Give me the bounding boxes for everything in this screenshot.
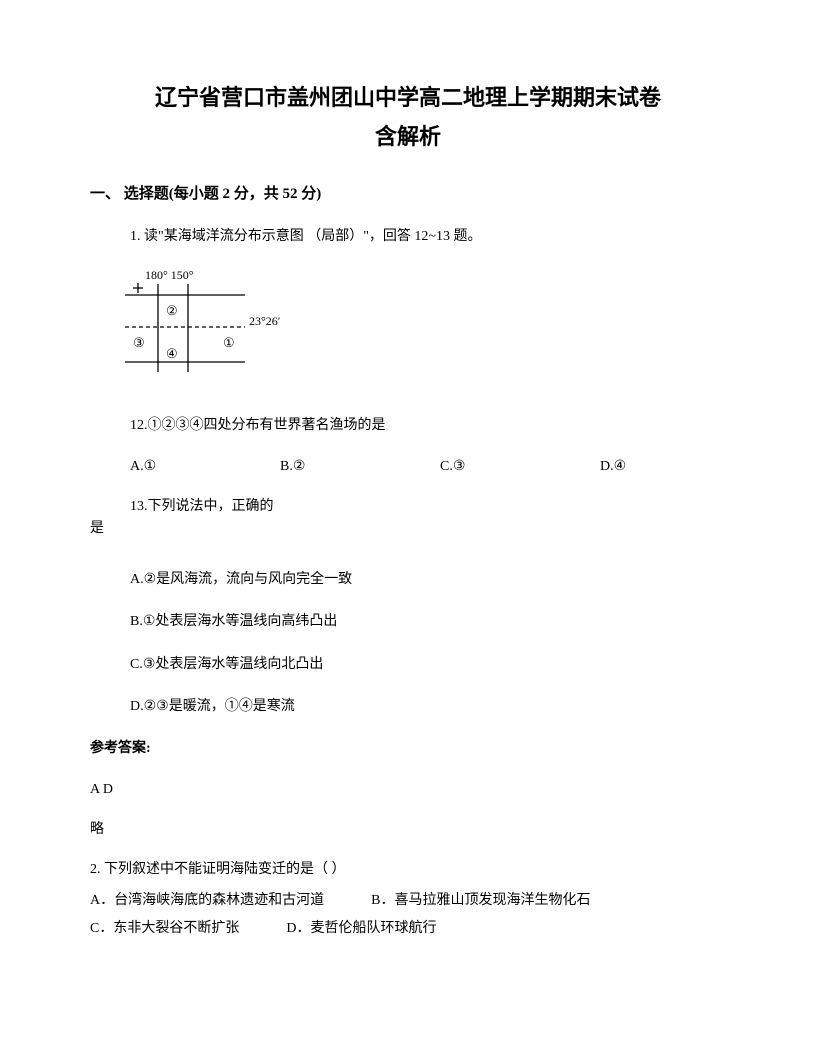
q2-opts-row1: A．台湾海峡海底的森林遗迹和古河道 B．喜马拉雅山顶发现海洋生物化石: [90, 890, 726, 912]
q13-opt-b: B.①处表层海水等温线向高纬凸出: [130, 611, 726, 633]
q2-stem: 2. 下列叙述中不能证明海陆变迁的是（ ）: [90, 859, 726, 881]
q12-opt-b: B.②: [280, 456, 440, 478]
q2-opt-b: B．喜马拉雅山顶发现海洋生物化石: [371, 893, 590, 908]
q12-opt-d: D.④: [600, 456, 626, 478]
q2-opt-c: C．东非大裂谷不断扩张: [90, 921, 239, 936]
q2-opt-d: D．麦哲伦船队环球航行: [286, 921, 436, 936]
diagram-svg: 180° 150° 23°26′ ② ③ ① ④: [115, 267, 315, 382]
circle-2: ②: [166, 303, 178, 318]
section-heading: 一、 选择题(每小题 2 分，共 52 分): [90, 182, 726, 206]
lon-label: 180° 150°: [145, 268, 194, 282]
q12-text: 12.①②③④四处分布有世界著名渔场的是: [130, 415, 726, 437]
q13-opt-d: D.②③是暖流，①④是寒流: [130, 696, 726, 718]
q13-opt-a: A.②是风海流，流向与风向完全一致: [130, 569, 726, 591]
document-title-line2: 含解析: [90, 119, 726, 154]
answer-label: 参考答案:: [90, 738, 726, 760]
q12-opt-a: A.①: [130, 456, 280, 478]
circle-4: ④: [166, 346, 178, 361]
q13-text-part2: 是: [90, 518, 726, 540]
circle-1: ①: [223, 335, 235, 350]
q2-opt-a: A．台湾海峡海底的森林遗迹和古河道: [90, 893, 324, 908]
answers: A D: [90, 779, 726, 801]
q1-intro: 1. 读"某海域洋流分布示意图 （局部）"，回答 12~13 题。: [130, 226, 726, 248]
document-title-line1: 辽宁省营口市盖州团山中学高二地理上学期期末试卷: [90, 80, 726, 115]
ocean-current-diagram: 180° 150° 23°26′ ② ③ ① ④: [115, 267, 726, 390]
circle-3: ③: [133, 335, 145, 350]
q2-opts-row2: C．东非大裂谷不断扩张 D．麦哲伦船队环球航行: [90, 918, 726, 940]
q13-text-part1: 13.下列说法中，正确的: [130, 496, 726, 518]
q12-opt-c: C.③: [440, 456, 600, 478]
lat-label: 23°26′: [249, 314, 281, 328]
q12-options: A.① B.② C.③ D.④: [130, 456, 726, 478]
q13-opt-c: C.③处表层海水等温线向北凸出: [130, 654, 726, 676]
brief-note: 略: [90, 819, 726, 841]
